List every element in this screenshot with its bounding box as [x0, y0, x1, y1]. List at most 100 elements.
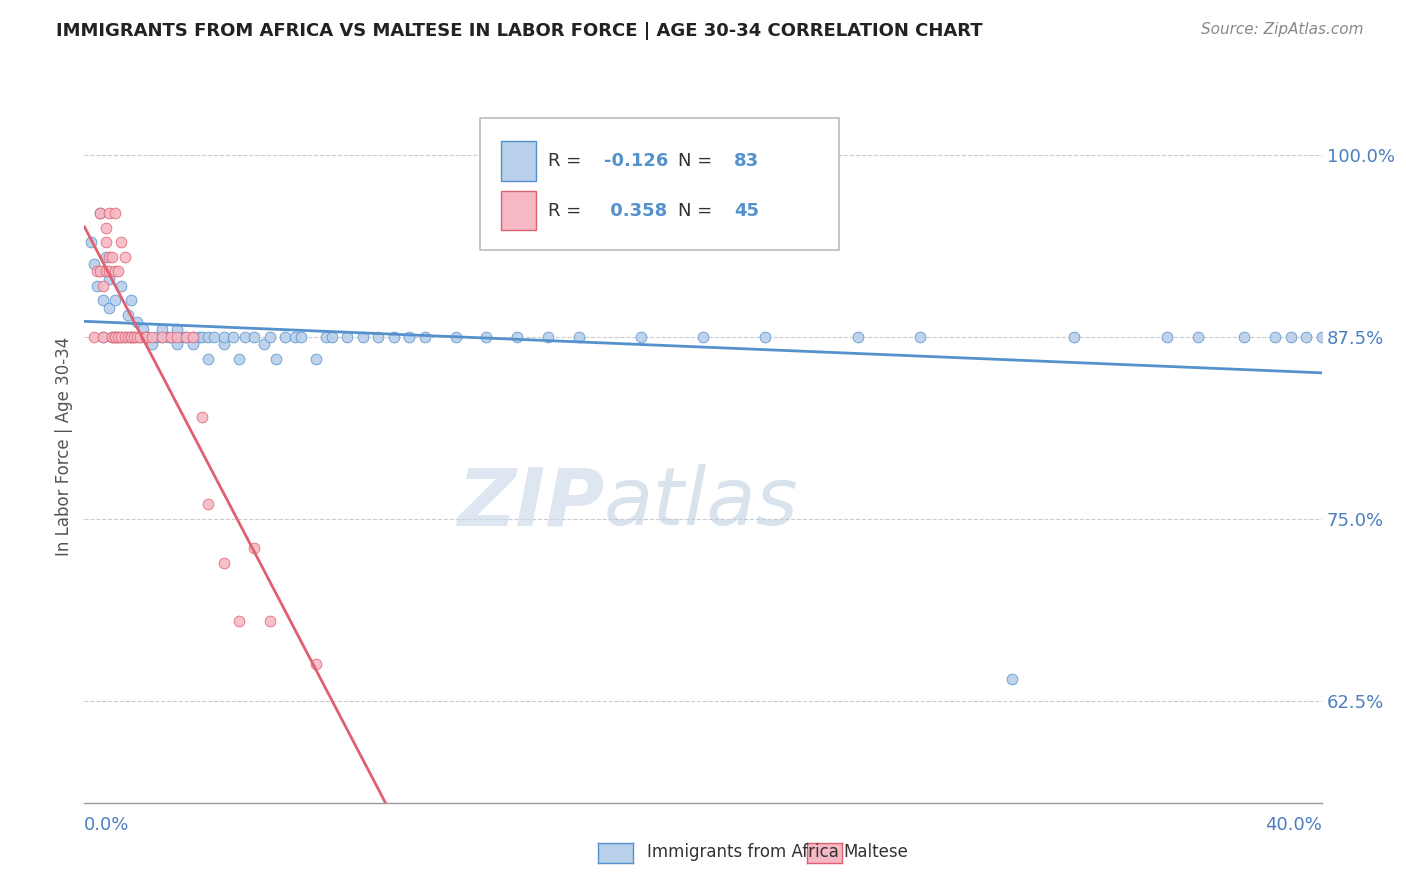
Point [191, 409, 214, 424]
Point [98, 206, 121, 220]
Point [1279, 330, 1302, 344]
Point [110, 278, 132, 293]
Point [104, 293, 127, 308]
Point [94, 235, 117, 249]
Point [120, 330, 142, 344]
Point [89, 206, 111, 220]
Point [1295, 330, 1317, 344]
Text: Maltese: Maltese [844, 843, 908, 861]
Bar [502, 141, 536, 180]
Point [537, 330, 560, 344]
Point [187, 330, 209, 344]
Point [104, 264, 127, 278]
FancyBboxPatch shape [481, 118, 839, 250]
Point [413, 330, 436, 344]
Point [104, 330, 127, 344]
Point [181, 337, 204, 351]
Point [120, 330, 142, 344]
Point [253, 337, 276, 351]
Point [129, 330, 152, 344]
Point [150, 330, 173, 344]
Point [166, 337, 188, 351]
Point [122, 330, 145, 344]
Point [754, 330, 776, 344]
Point [114, 330, 136, 344]
Point [222, 330, 245, 344]
Point [264, 351, 287, 366]
Point [101, 330, 124, 344]
Point [336, 330, 359, 344]
Text: Immigrants from Africa: Immigrants from Africa [647, 843, 838, 861]
Text: N =: N = [678, 152, 718, 169]
Point [197, 497, 219, 511]
Point [135, 330, 157, 344]
Text: N =: N = [678, 202, 718, 219]
Point [120, 293, 142, 308]
Point [321, 330, 343, 344]
Point [212, 330, 235, 344]
Point [197, 330, 219, 344]
Point [98, 271, 121, 285]
Point [352, 330, 374, 344]
Point [125, 330, 148, 344]
Point [160, 330, 183, 344]
Point [172, 330, 194, 344]
Text: R =: R = [548, 152, 588, 169]
Point [202, 330, 225, 344]
Point [243, 541, 266, 555]
Text: atlas: atlas [605, 464, 799, 542]
Point [132, 322, 155, 336]
Point [94, 220, 117, 235]
Point [114, 330, 136, 344]
Point [122, 330, 145, 344]
Point [243, 330, 266, 344]
Point [107, 330, 129, 344]
Point [150, 330, 173, 344]
Point [141, 337, 163, 351]
Point [191, 330, 214, 344]
Point [83, 257, 105, 271]
Point [104, 206, 127, 220]
Point [117, 330, 139, 344]
Point [305, 657, 328, 672]
Point [98, 301, 121, 315]
Point [176, 330, 198, 344]
Point [367, 330, 389, 344]
Point [104, 330, 127, 344]
Point [228, 351, 250, 366]
Point [568, 330, 591, 344]
Bar [502, 191, 536, 230]
Text: 0.358: 0.358 [605, 202, 668, 219]
Point [259, 614, 281, 628]
Point [120, 330, 142, 344]
Point [135, 330, 157, 344]
Point [630, 330, 652, 344]
Point [274, 330, 297, 344]
Point [233, 330, 256, 344]
Point [176, 330, 198, 344]
Point [305, 351, 328, 366]
Point [83, 330, 105, 344]
Point [110, 235, 132, 249]
Point [212, 337, 235, 351]
Point [91, 278, 114, 293]
Point [114, 250, 136, 264]
Point [141, 330, 163, 344]
Text: Source: ZipAtlas.com: Source: ZipAtlas.com [1201, 22, 1364, 37]
Point [91, 293, 114, 308]
Point [197, 351, 219, 366]
Point [156, 330, 179, 344]
Point [228, 614, 250, 628]
Point [382, 330, 405, 344]
Point [1063, 330, 1085, 344]
Point [125, 315, 148, 329]
Point [98, 264, 121, 278]
Text: 40.0%: 40.0% [1265, 816, 1322, 834]
Point [91, 330, 114, 344]
Point [89, 264, 111, 278]
Point [181, 330, 204, 344]
Point [89, 264, 111, 278]
Point [110, 330, 132, 344]
Point [259, 330, 281, 344]
Text: 45: 45 [734, 202, 759, 219]
